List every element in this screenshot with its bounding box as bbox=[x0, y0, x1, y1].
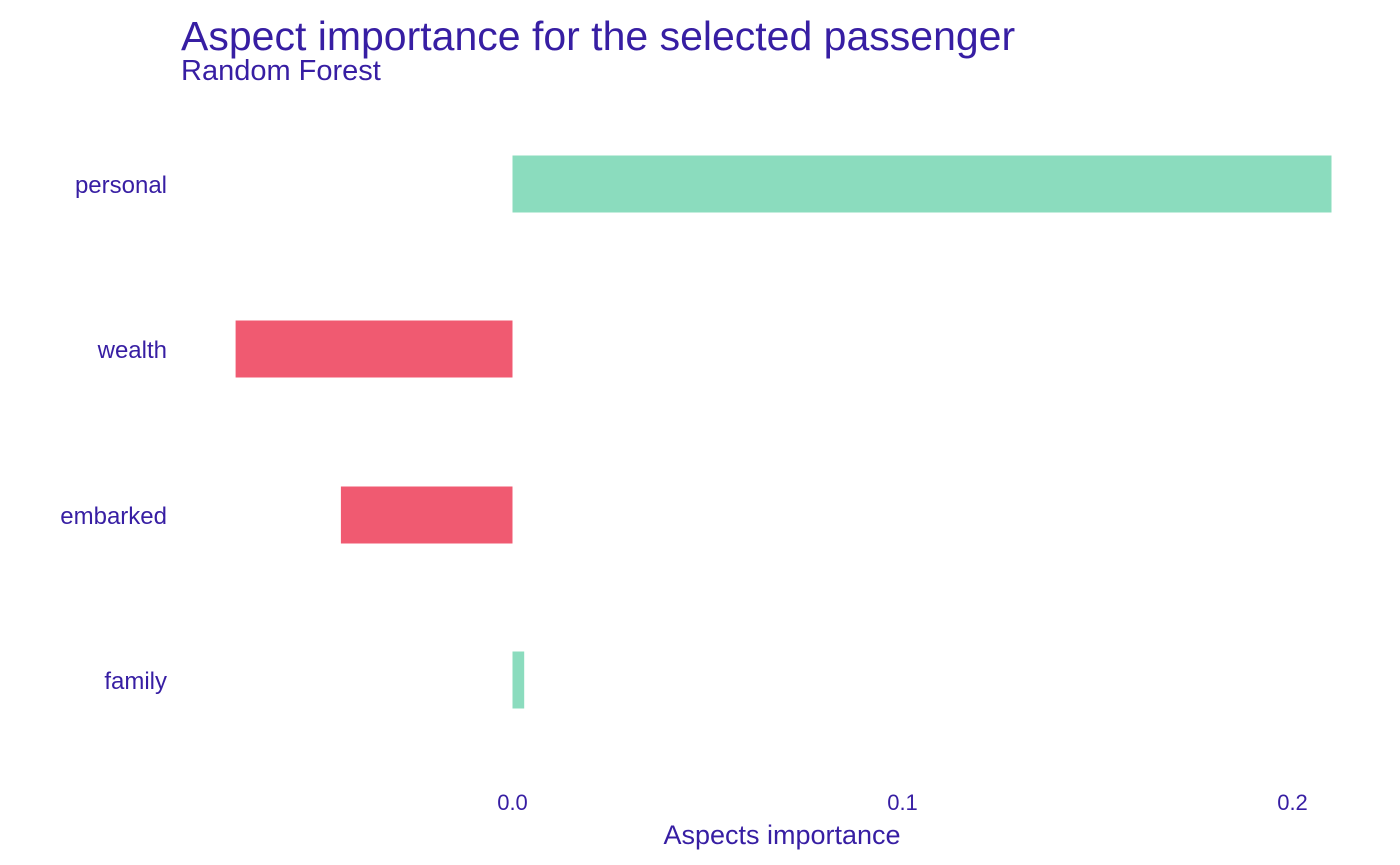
chart-title: Aspect importance for the selected passe… bbox=[181, 13, 1016, 59]
chart-subtitle: Random Forest bbox=[181, 55, 381, 87]
category-labels: personal wealth embarked family bbox=[60, 172, 167, 695]
x-tick-label: 0.1 bbox=[887, 790, 918, 815]
category-label-wealth: wealth bbox=[97, 337, 167, 364]
bar-embarked bbox=[340, 486, 513, 544]
x-axis-label: Aspects importance bbox=[663, 820, 900, 850]
bars-layer bbox=[235, 155, 1332, 709]
x-tick-label: 0.2 bbox=[1277, 790, 1308, 815]
category-label-family: family bbox=[104, 668, 167, 695]
bar-personal bbox=[512, 155, 1332, 213]
x-axis-ticks: 0.0 0.1 0.2 bbox=[497, 790, 1308, 815]
bar-wealth bbox=[235, 320, 513, 378]
x-tick-label: 0.0 bbox=[497, 790, 528, 815]
category-label-personal: personal bbox=[75, 172, 167, 199]
bar-family bbox=[512, 651, 525, 709]
category-label-embarked: embarked bbox=[60, 503, 167, 530]
